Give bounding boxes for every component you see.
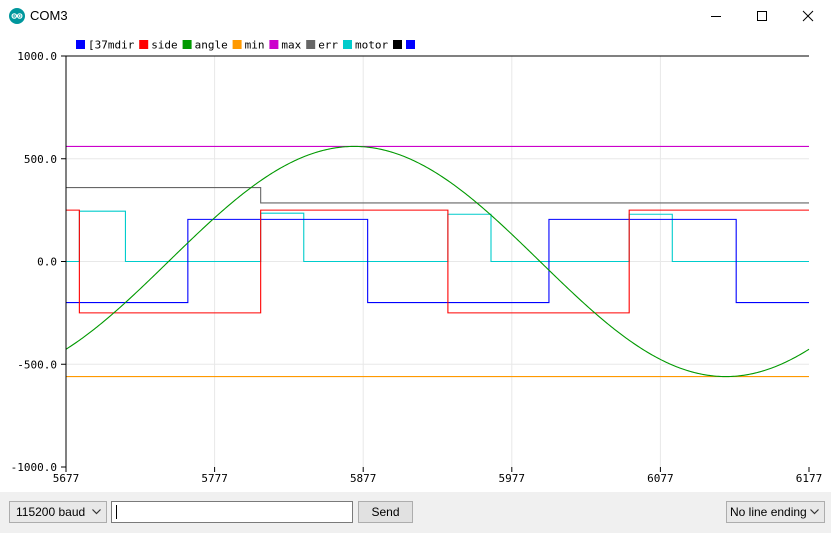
legend-swatch [182,40,192,49]
chart-series [65,145,810,378]
series-line-side [66,209,809,314]
minimize-button[interactable] [693,0,739,32]
send-button[interactable]: Send [358,501,413,523]
legend-label: err [318,39,338,52]
legend-swatch [232,40,242,49]
legend-label: max [281,39,301,52]
x-tick-label: 5977 [499,472,526,485]
window-title: COM3 [30,8,68,23]
y-tick-label: 500.0 [24,153,57,166]
y-tick-label: 1000.0 [17,50,57,63]
legend-swatch [269,40,279,49]
baud-rate-value: 115200 baud [16,505,86,519]
x-tick-label: 5677 [53,472,80,485]
line-ending-select[interactable]: No line ending [726,501,825,523]
x-axis-ticks: 5677 5777 5877 5977 6077 6177 [53,467,823,485]
series-line-angle [65,145,810,378]
plot-frame [65,55,809,467]
maximize-button[interactable] [739,0,785,32]
minimize-icon [711,16,721,17]
y-tick-label: -500.0 [17,358,57,371]
series-line-motor [66,210,809,263]
x-tick-label: 5777 [201,472,228,485]
line-ending-value: No line ending [730,505,807,519]
legend-swatch [406,40,415,49]
x-tick-label: 6077 [647,472,674,485]
legend-label: [37mdir [88,39,135,52]
legend-label: min [245,39,265,52]
serial-message-input[interactable] [111,501,353,523]
series-line-37mdir [66,218,809,304]
chevron-down-icon [92,509,101,515]
title-bar: COM3 [0,0,831,32]
series-line-err [66,186,809,204]
chart-legend: [37mdir side angle min max err motor [76,39,415,52]
maximize-icon [757,11,767,21]
text-caret [116,505,117,519]
serial-plotter-chart: 1000.0 500.0 0.0 -500.0 -1000.0 5677 5777 5877… [11,39,823,486]
legend-swatch [76,40,85,49]
y-tick-label: 0.0 [37,256,57,269]
arduino-logo-icon [9,8,25,24]
legend-swatch [306,40,316,49]
bottom-toolbar: 115200 baud Send No line ending [0,492,831,533]
legend-swatch [139,40,149,49]
legend-swatch [393,40,402,49]
legend-label: side [151,39,178,52]
y-axis-ticks: 1000.0 500.0 0.0 -500.0 -1000.0 [11,50,66,474]
x-tick-label: 6177 [796,472,823,485]
baud-rate-select[interactable]: 115200 baud [9,501,107,523]
close-button[interactable] [785,0,831,32]
y-tick-label: -1000.0 [11,461,57,474]
legend-swatch [343,40,352,49]
close-icon [802,10,814,22]
chevron-down-icon [810,509,819,515]
x-tick-label: 5877 [350,472,377,485]
legend-label: angle [195,39,228,52]
legend-label: motor [355,39,388,52]
